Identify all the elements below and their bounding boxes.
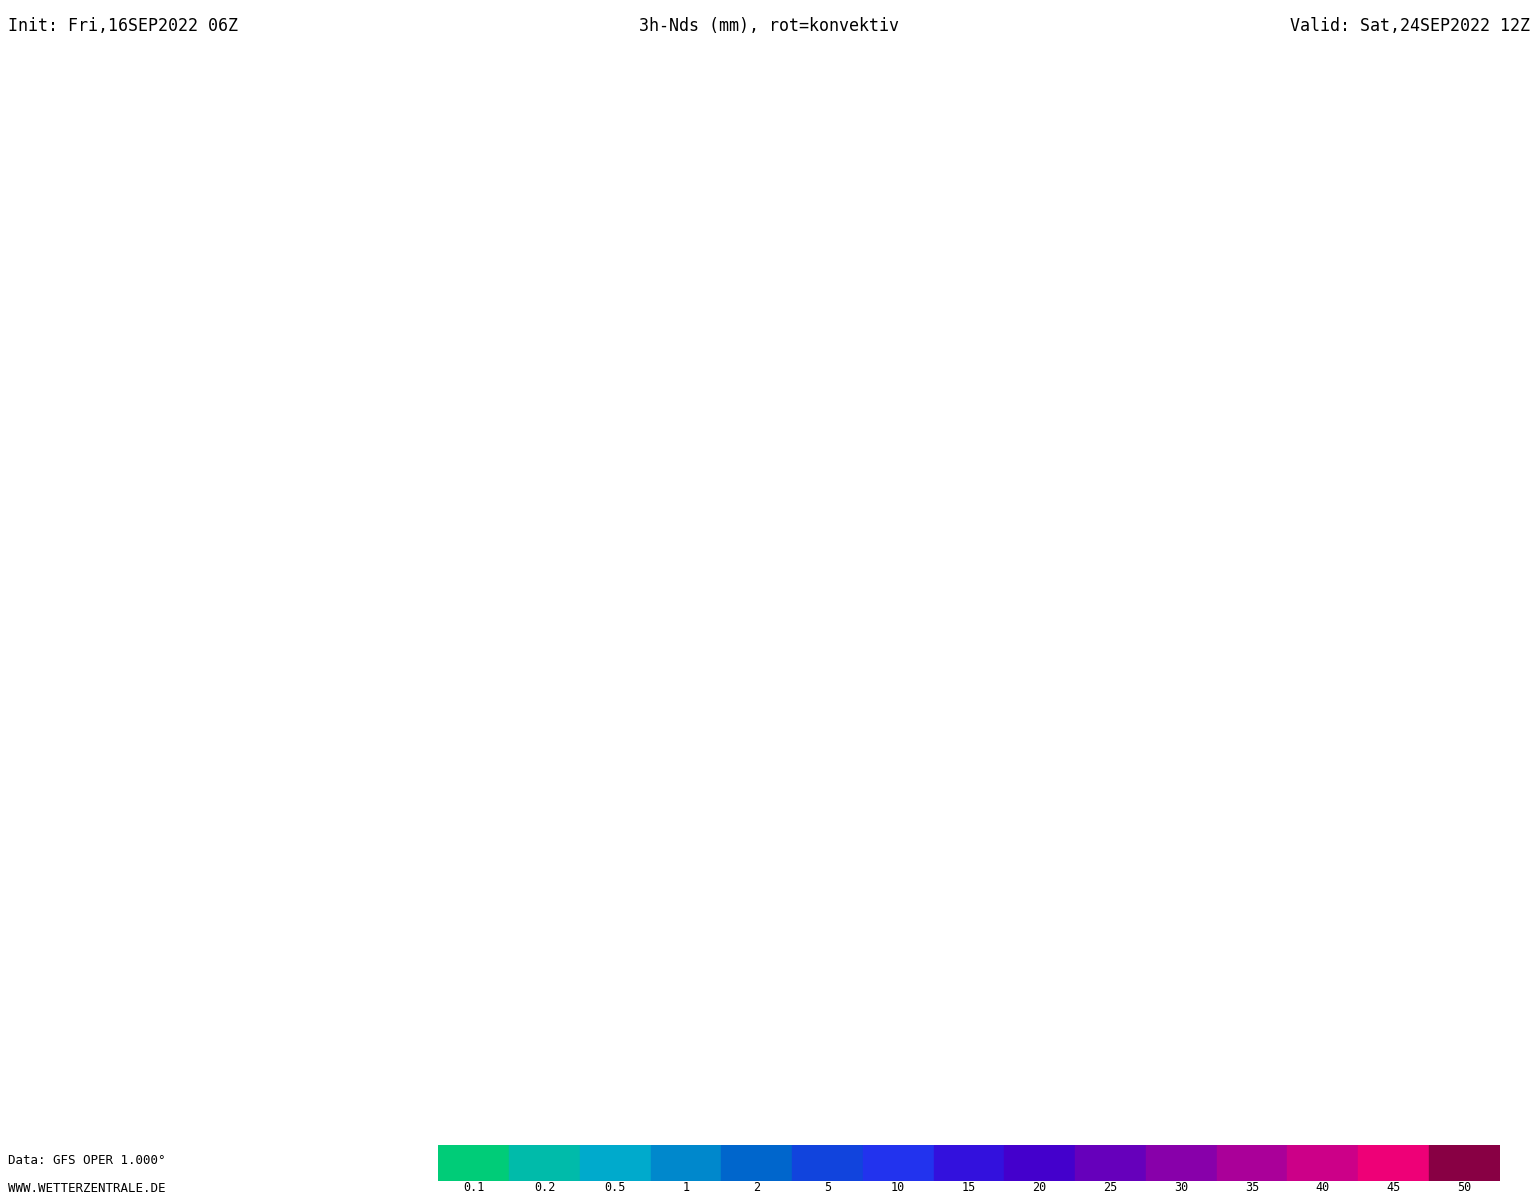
Bar xyxy=(934,1145,1004,1181)
Bar xyxy=(580,1145,651,1181)
Bar xyxy=(651,1145,721,1181)
Bar xyxy=(1146,1145,1217,1181)
Bar xyxy=(438,1145,509,1181)
Text: 0.2: 0.2 xyxy=(534,1181,555,1194)
Text: 40: 40 xyxy=(1315,1181,1330,1194)
Text: Valid: Sat,24SEP2022 12Z: Valid: Sat,24SEP2022 12Z xyxy=(1290,17,1530,35)
Bar xyxy=(1287,1145,1358,1181)
Text: 25: 25 xyxy=(1103,1181,1118,1194)
Text: WWW.WETTERZENTRALE.DE: WWW.WETTERZENTRALE.DE xyxy=(8,1182,165,1194)
Bar xyxy=(1004,1145,1075,1181)
Text: 50: 50 xyxy=(1456,1181,1472,1194)
Bar xyxy=(863,1145,934,1181)
Bar xyxy=(1429,1145,1500,1181)
Text: Init: Fri,16SEP2022 06Z: Init: Fri,16SEP2022 06Z xyxy=(8,17,238,35)
Text: 15: 15 xyxy=(961,1181,977,1194)
Text: 5: 5 xyxy=(824,1181,831,1194)
Bar xyxy=(509,1145,580,1181)
Bar xyxy=(1358,1145,1429,1181)
Text: 1: 1 xyxy=(683,1181,689,1194)
Text: 2: 2 xyxy=(754,1181,760,1194)
Bar xyxy=(721,1145,792,1181)
Text: 35: 35 xyxy=(1244,1181,1260,1194)
Text: 3h-Nds (mm), rot=konvektiv: 3h-Nds (mm), rot=konvektiv xyxy=(638,17,900,35)
Text: 30: 30 xyxy=(1173,1181,1189,1194)
Text: 0.1: 0.1 xyxy=(463,1181,484,1194)
Bar xyxy=(1075,1145,1146,1181)
Text: 10: 10 xyxy=(891,1181,906,1194)
Bar xyxy=(792,1145,863,1181)
Text: 45: 45 xyxy=(1386,1181,1401,1194)
Text: Data: GFS OPER 1.000°: Data: GFS OPER 1.000° xyxy=(8,1154,165,1166)
Text: 20: 20 xyxy=(1032,1181,1047,1194)
Bar xyxy=(1217,1145,1287,1181)
Text: 0.5: 0.5 xyxy=(604,1181,626,1194)
